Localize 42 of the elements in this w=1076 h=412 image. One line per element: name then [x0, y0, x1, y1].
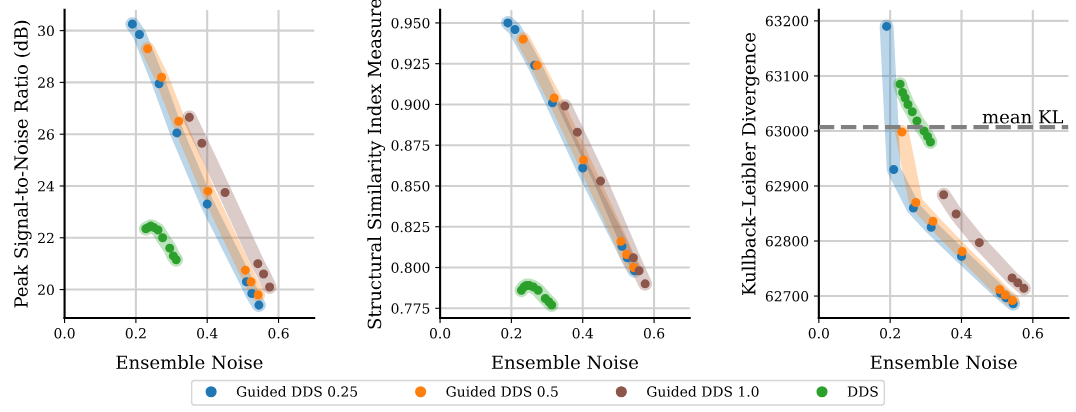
y-tick-label: 0.950: [391, 17, 430, 29]
y-tick-label: 62800: [765, 235, 809, 247]
x-tick-label: 0.6: [643, 328, 665, 339]
y-tick-label: 0.775: [391, 303, 430, 314]
y-tick-label: 0.900: [391, 99, 430, 110]
y-tick-label: 0.875: [391, 140, 430, 151]
x-tick-label: 0.4: [197, 328, 218, 339]
x-tick-label: 0.0: [808, 328, 829, 339]
y-tick-label: 0.825: [391, 221, 430, 233]
y-tick-label: 22: [38, 232, 54, 244]
y-tick-label: 26: [38, 129, 54, 140]
y-tick-label: 63200: [765, 15, 809, 27]
x-axis-title: Ensemble Noise: [491, 355, 639, 370]
x-tick-label: 0.2: [501, 328, 522, 339]
y-tick-label: 62700: [765, 291, 809, 302]
x-tick-label: 0.2: [125, 328, 146, 339]
y-tick-label: 28: [38, 77, 54, 88]
y-tick-label: 63100: [765, 70, 809, 82]
x-tick-label: 0.2: [880, 328, 900, 339]
legend-label: Guided DDS 0.5: [446, 386, 558, 397]
x-axis-title: Ensemble Noise: [870, 355, 1017, 370]
x-axis-title: Ensemble Noise: [116, 355, 263, 370]
x-tick-label: 0.0: [54, 328, 75, 339]
y-tick-label: 0.850: [391, 180, 430, 192]
x-tick-label: 0.6: [1022, 328, 1043, 339]
y-tick-label: 62900: [765, 180, 809, 192]
legend-label: DDS: [847, 386, 878, 397]
y-axis-title: Peak Signal-to-Noise Ratio (dB): [13, 20, 32, 308]
y-tick-label: 0.925: [391, 58, 430, 70]
y-tick-label: 20: [38, 284, 54, 296]
ref-line-label: mean KL: [982, 110, 1064, 124]
y-axis-title: Kullback–Leibler Divergence: [741, 32, 760, 295]
legend-label: Guided DDS 1.0: [647, 386, 759, 397]
legend-label: Guided DDS 0.25: [236, 386, 358, 397]
x-tick-label: 0.6: [268, 328, 289, 339]
x-tick-label: 0.4: [951, 328, 972, 339]
y-tick-label: 30: [38, 25, 54, 37]
x-tick-label: 0.4: [572, 328, 594, 339]
y-tick-label: 0.800: [391, 262, 430, 273]
y-tick-label: 63000: [765, 125, 809, 137]
y-tick-label: 24: [38, 180, 55, 192]
x-tick-label: 0.0: [429, 328, 451, 339]
